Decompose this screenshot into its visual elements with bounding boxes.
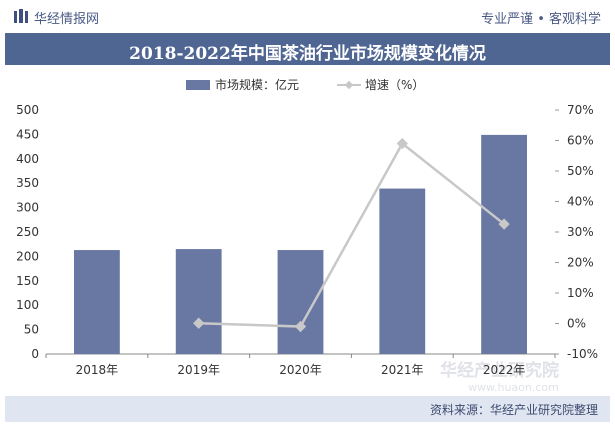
brand-slogan: 专业严谨 • 客观科学 [481, 12, 601, 27]
growth-point [193, 317, 205, 329]
y-right-tick-label: 50% [567, 164, 594, 178]
y-left-tick-label: 0 [31, 347, 39, 361]
x-tick-label: 2020年 [279, 363, 322, 377]
bar [481, 134, 528, 354]
y-left-tick-label: 100 [16, 298, 39, 312]
source-note: 资料来源：华经产业研究院整理 [429, 403, 598, 417]
title-bar: 2018-2022年中国茶油行业市场规模变化情况 [5, 33, 610, 65]
x-tick-label: 2021年 [381, 363, 424, 377]
legend-line-marker [344, 80, 354, 90]
bar [277, 250, 324, 354]
y-left-tick-label: 250 [16, 225, 39, 239]
y-left-tick-label: 200 [16, 249, 39, 263]
y-left-tick-label: 450 [16, 127, 39, 141]
watermark-url: www.huaon.com [468, 381, 559, 394]
y-right-tick-label: 70% [567, 103, 594, 117]
y-right-tick-label: 0% [567, 317, 586, 331]
y-left-tick-label: 350 [16, 176, 39, 190]
y-right-tick-label: 20% [567, 256, 594, 270]
y-right-tick-label: 60% [567, 134, 594, 148]
growth-point [396, 137, 408, 150]
watermark-name: 华经产业研究院 [440, 360, 559, 381]
logo-icon [14, 9, 28, 23]
bar [379, 188, 426, 354]
x-tick-label: 2018年 [76, 363, 119, 377]
growth-point [498, 218, 510, 230]
header-bar: 华经情报网 专业严谨 • 客观科学 [0, 0, 615, 32]
legend: 市场规模：亿元 增速（%） [186, 77, 424, 92]
legend-bar-swatch [186, 80, 210, 90]
bar [175, 249, 222, 354]
footer-bar: 资料来源：华经产业研究院整理 [5, 396, 610, 422]
y-left-tick-label: 50 [24, 323, 39, 337]
watermark: 华经产业研究院 www.huaon.com [440, 360, 559, 394]
y-right-tick-label: 30% [567, 225, 594, 239]
y-left-tick-label: 500 [16, 103, 39, 117]
bar [73, 250, 120, 354]
y-right-tick-label: 40% [567, 195, 594, 209]
brand-name: 华经情报网 [34, 12, 100, 27]
bars [73, 134, 528, 354]
legend-line-label: 增速（%） [365, 78, 424, 92]
y-left-tick-label: 300 [16, 201, 39, 215]
chart-title: 2018-2022年中国茶油行业市场规模变化情况 [129, 44, 486, 64]
y-left-tick-label: 400 [16, 152, 39, 166]
y-right-tick-label: -10% [567, 347, 598, 361]
growth-line [193, 137, 510, 333]
y-left-tick-label: 150 [16, 274, 39, 288]
legend-bar-label: 市场规模：亿元 [215, 77, 299, 92]
growth-point [294, 320, 307, 333]
x-tick-label: 2022年 [483, 363, 526, 377]
y-right-tick-label: 10% [567, 286, 594, 300]
growth-line-path [198, 141, 505, 328]
x-tick-label: 2019年 [177, 363, 220, 377]
